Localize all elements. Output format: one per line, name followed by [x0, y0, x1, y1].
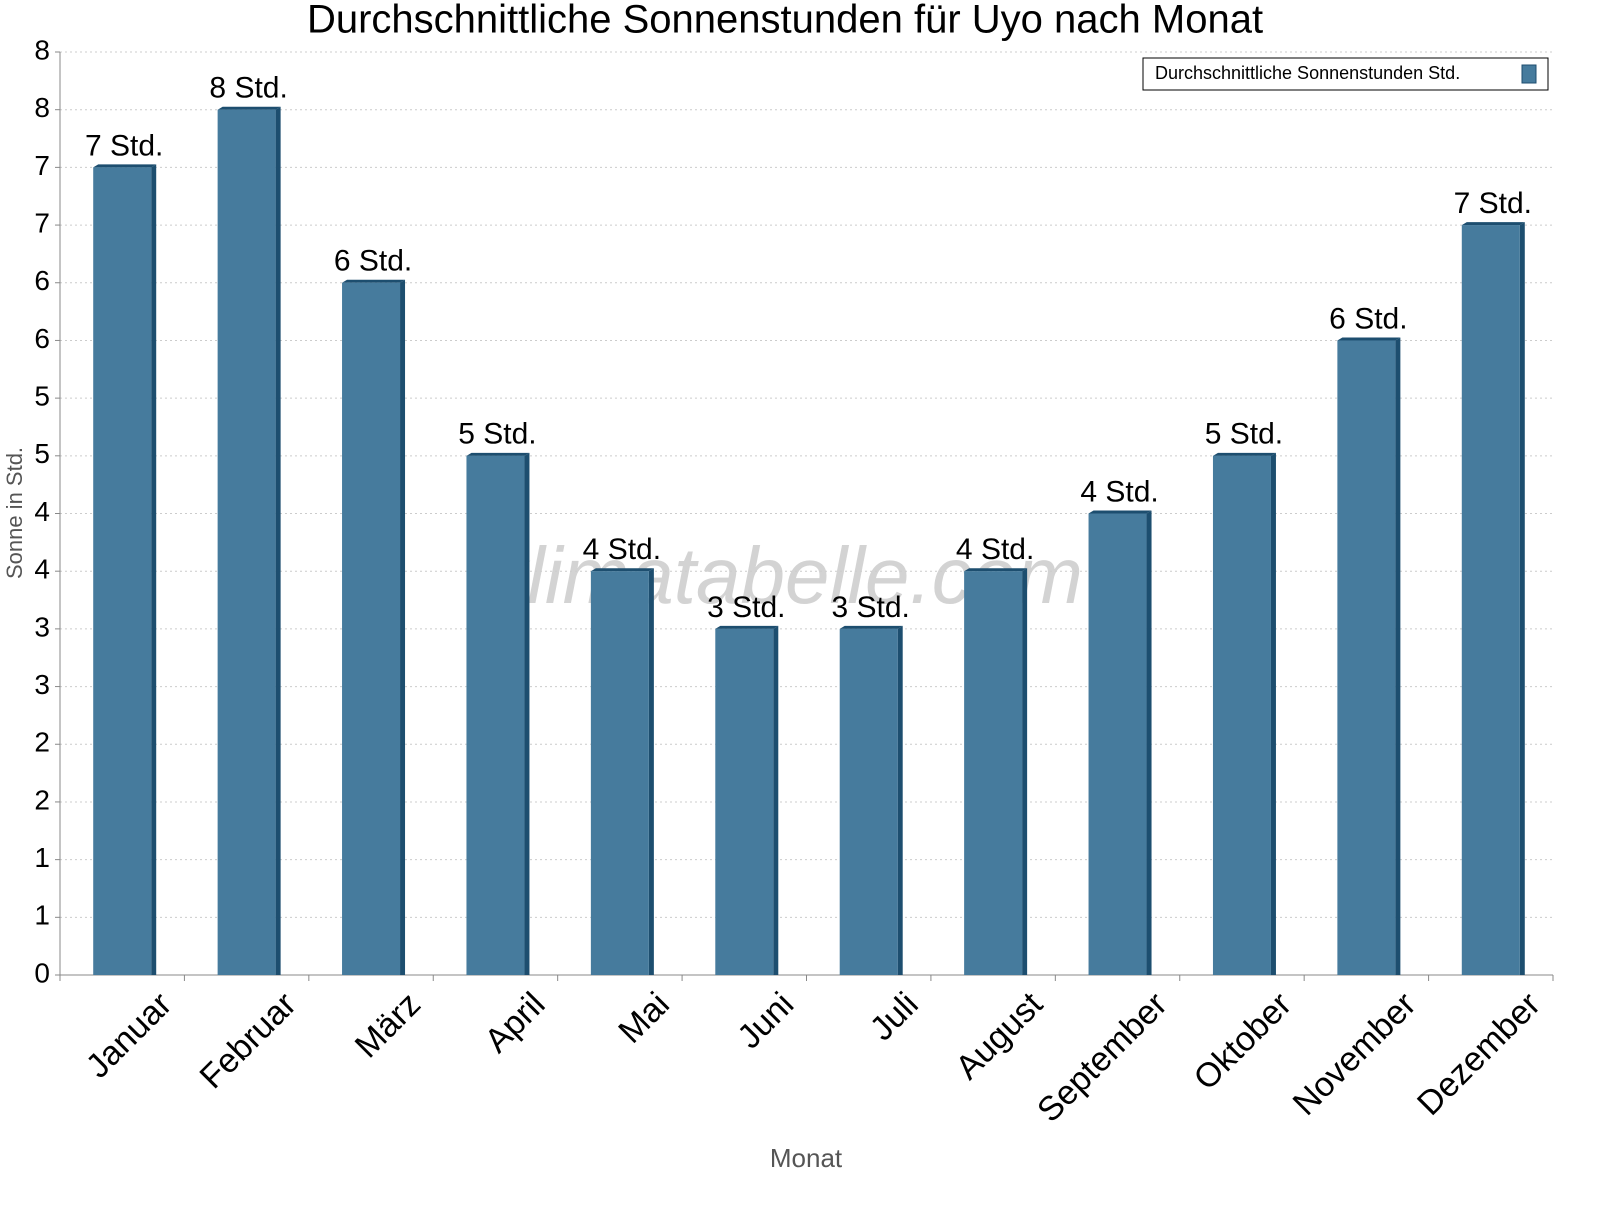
y-tick-label: 4: [34, 496, 50, 527]
y-tick-label: 8: [34, 92, 50, 123]
y-tick-label: 7: [34, 150, 50, 181]
y-axis-label: Sonne in Std.: [2, 447, 27, 579]
y-tick-label: 2: [34, 727, 50, 758]
bar-top: [1212, 452, 1276, 456]
data-label: 6 Std.: [1329, 302, 1407, 335]
bar: [1337, 340, 1396, 975]
bar-top: [342, 279, 406, 283]
bar: [93, 167, 152, 975]
legend-swatch: [1521, 64, 1537, 84]
bar-side: [773, 625, 779, 975]
y-tick-label: 3: [34, 611, 50, 642]
data-label: 7 Std.: [85, 129, 163, 162]
y-tick-label: 0: [34, 957, 50, 988]
bar-top: [1088, 510, 1152, 514]
y-tick-label: 6: [34, 265, 50, 296]
legend-box: [1142, 57, 1549, 91]
bar-side: [1270, 452, 1276, 975]
bar-side: [524, 452, 530, 975]
y-tick-label: 1: [34, 900, 50, 931]
bar: [217, 109, 276, 975]
data-label: 5 Std.: [1205, 418, 1283, 451]
bar: [590, 571, 649, 975]
bar-top: [466, 452, 530, 456]
y-tick-label: 5: [34, 438, 50, 469]
y-tick-label: 1: [34, 842, 50, 873]
data-label: 4 Std.: [1080, 475, 1158, 508]
y-tick-label: 5: [34, 381, 50, 412]
bar: [1212, 455, 1271, 975]
bar-top: [1461, 222, 1525, 226]
bar-top: [715, 625, 779, 629]
bar-side: [1022, 568, 1028, 975]
legend-label: Durchschnittliche Sonnenstunden Std.: [1155, 63, 1460, 83]
y-tick-label: 4: [34, 554, 50, 585]
bar-side: [1519, 222, 1525, 975]
bar-side: [275, 106, 281, 975]
data-label: 5 Std.: [458, 418, 536, 451]
data-label: 6 Std.: [334, 245, 412, 278]
bar-side: [1395, 337, 1401, 975]
bar-side: [648, 568, 654, 975]
data-label: 7 Std.: [1454, 187, 1532, 220]
data-label: 3 Std.: [707, 591, 785, 624]
bar: [466, 455, 525, 975]
data-label: 4 Std.: [956, 533, 1034, 566]
bar-side: [151, 164, 157, 975]
y-tick-label: 2: [34, 784, 50, 815]
y-tick-label: 7: [34, 207, 50, 238]
bar-top: [964, 568, 1028, 572]
bar: [1088, 513, 1147, 975]
bar-top: [1337, 337, 1401, 341]
x-axis-label: Monat: [770, 1143, 843, 1173]
y-tick-label: 8: [34, 34, 50, 65]
bar: [715, 628, 774, 975]
bar: [342, 282, 401, 975]
bar: [839, 628, 898, 975]
data-label: 8 Std.: [209, 72, 287, 105]
y-tick-label: 6: [34, 323, 50, 354]
bar: [964, 571, 1023, 975]
chart-title: Durchschnittliche Sonnenstunden für Uyo …: [307, 0, 1263, 42]
bar-top: [590, 568, 654, 572]
bar-top: [839, 625, 903, 629]
data-label: 4 Std.: [583, 533, 661, 566]
data-label: 3 Std.: [832, 591, 910, 624]
bar: [1461, 225, 1520, 975]
bar-side: [1146, 510, 1152, 975]
bar-top: [93, 164, 157, 168]
bar-top: [217, 106, 281, 110]
bar-side: [897, 625, 903, 975]
bar-side: [400, 279, 406, 975]
y-tick-label: 3: [34, 669, 50, 700]
